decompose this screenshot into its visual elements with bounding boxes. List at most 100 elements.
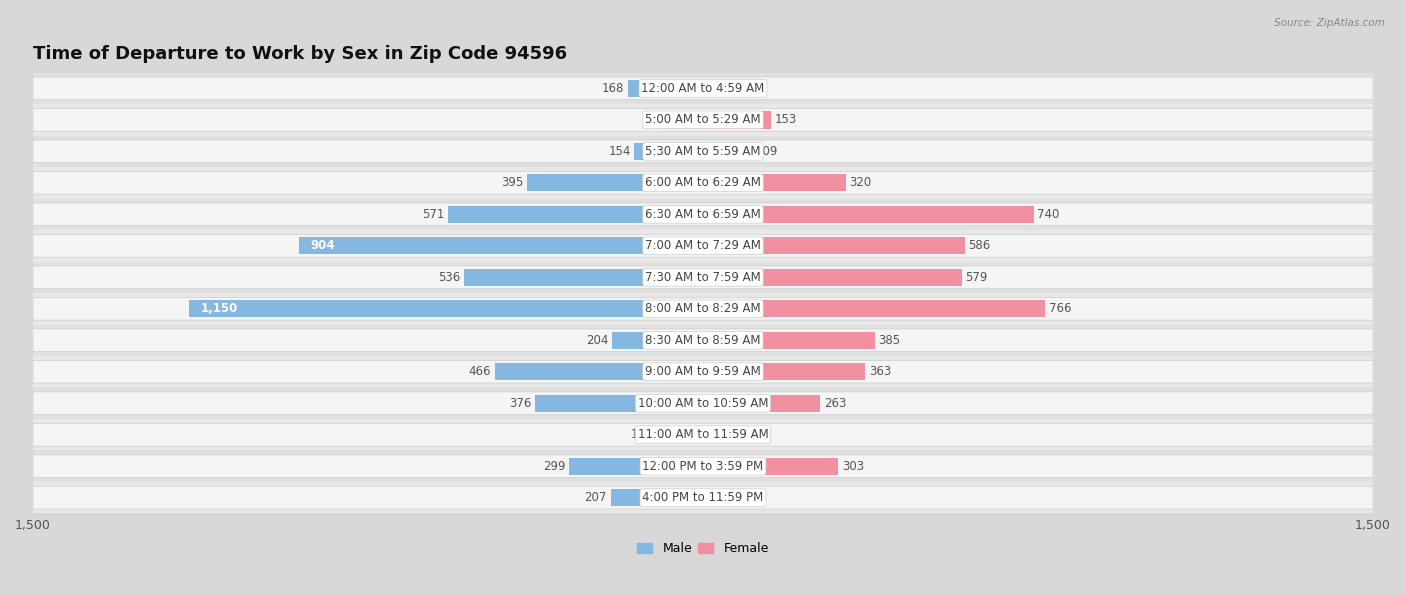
Bar	[661, 111, 703, 129]
Text: 8:30 AM to 8:59 AM: 8:30 AM to 8:59 AM	[645, 334, 761, 347]
Text: 376: 376	[509, 397, 531, 410]
Bar	[32, 387, 1374, 419]
Bar	[449, 206, 703, 223]
FancyBboxPatch shape	[32, 392, 1374, 415]
FancyBboxPatch shape	[32, 455, 1374, 478]
Text: Time of Departure to Work by Sex in Zip Code 94596: Time of Departure to Work by Sex in Zip …	[32, 45, 567, 62]
Text: 11:00 AM to 11:59 AM: 11:00 AM to 11:59 AM	[638, 428, 768, 441]
Bar	[703, 237, 965, 255]
Bar	[32, 450, 1374, 482]
Text: 766: 766	[1049, 302, 1071, 315]
Bar	[703, 394, 821, 412]
Bar	[703, 331, 875, 349]
Legend: Male, Female: Male, Female	[633, 537, 773, 560]
Text: 6:00 AM to 6:29 AM: 6:00 AM to 6:29 AM	[645, 176, 761, 189]
FancyBboxPatch shape	[32, 234, 1374, 257]
Text: 153: 153	[775, 114, 797, 126]
Bar	[190, 300, 703, 317]
Bar	[703, 426, 747, 443]
FancyBboxPatch shape	[32, 361, 1374, 383]
Text: 168: 168	[602, 82, 624, 95]
Text: 154: 154	[609, 145, 631, 158]
Bar	[703, 268, 962, 286]
Text: 204: 204	[586, 334, 609, 347]
Bar	[657, 426, 703, 443]
Text: 263: 263	[824, 397, 846, 410]
Text: 5:30 AM to 5:59 AM: 5:30 AM to 5:59 AM	[645, 145, 761, 158]
Bar	[32, 324, 1374, 356]
Text: 740: 740	[1038, 208, 1060, 221]
Bar	[703, 174, 846, 192]
Text: 10:00 AM to 10:59 AM: 10:00 AM to 10:59 AM	[638, 397, 768, 410]
Text: Source: ZipAtlas.com: Source: ZipAtlas.com	[1274, 18, 1385, 28]
Bar	[634, 143, 703, 160]
Text: 1,150: 1,150	[201, 302, 238, 315]
Bar	[628, 80, 703, 97]
FancyBboxPatch shape	[32, 203, 1374, 226]
Text: 8:00 AM to 8:29 AM: 8:00 AM to 8:29 AM	[645, 302, 761, 315]
Bar	[32, 419, 1374, 450]
Text: 363: 363	[869, 365, 891, 378]
Text: 6:30 AM to 6:59 AM: 6:30 AM to 6:59 AM	[645, 208, 761, 221]
Text: 12:00 PM to 3:59 PM: 12:00 PM to 3:59 PM	[643, 460, 763, 472]
Bar	[464, 268, 703, 286]
Bar	[536, 394, 703, 412]
Bar	[527, 174, 703, 192]
Text: 69: 69	[737, 82, 752, 95]
Bar	[495, 363, 703, 380]
Text: 7:30 AM to 7:59 AM: 7:30 AM to 7:59 AM	[645, 271, 761, 284]
Bar	[32, 73, 1374, 104]
Text: 93: 93	[643, 114, 658, 126]
Bar	[32, 167, 1374, 199]
Bar	[703, 489, 710, 506]
Bar	[32, 293, 1374, 324]
Bar	[703, 143, 752, 160]
FancyBboxPatch shape	[32, 298, 1374, 320]
Bar	[703, 300, 1045, 317]
Text: 7:00 AM to 7:29 AM: 7:00 AM to 7:29 AM	[645, 239, 761, 252]
Bar	[32, 230, 1374, 262]
FancyBboxPatch shape	[32, 329, 1374, 352]
Text: 303: 303	[842, 460, 865, 472]
Bar	[703, 80, 734, 97]
Bar	[32, 104, 1374, 136]
Text: 103: 103	[631, 428, 654, 441]
FancyBboxPatch shape	[32, 108, 1374, 131]
Text: 320: 320	[849, 176, 872, 189]
Text: 98: 98	[751, 428, 765, 441]
Bar	[299, 237, 703, 255]
Bar	[610, 489, 703, 506]
Bar	[703, 363, 865, 380]
Bar	[569, 458, 703, 475]
FancyBboxPatch shape	[32, 424, 1374, 446]
Text: 4:00 PM to 11:59 PM: 4:00 PM to 11:59 PM	[643, 491, 763, 504]
Bar	[32, 356, 1374, 387]
Text: 9:00 AM to 9:59 AM: 9:00 AM to 9:59 AM	[645, 365, 761, 378]
FancyBboxPatch shape	[32, 486, 1374, 509]
FancyBboxPatch shape	[32, 171, 1374, 194]
Text: 299: 299	[543, 460, 565, 472]
Text: 904: 904	[311, 239, 335, 252]
Bar	[32, 199, 1374, 230]
Text: 579: 579	[965, 271, 987, 284]
Bar	[32, 482, 1374, 513]
Text: 385: 385	[879, 334, 901, 347]
Text: 466: 466	[468, 365, 491, 378]
Text: 395: 395	[501, 176, 523, 189]
Bar	[612, 331, 703, 349]
Text: 207: 207	[585, 491, 607, 504]
Text: 536: 536	[437, 271, 460, 284]
Text: 5:00 AM to 5:29 AM: 5:00 AM to 5:29 AM	[645, 114, 761, 126]
Bar	[703, 458, 838, 475]
Bar	[32, 262, 1374, 293]
Bar	[703, 111, 772, 129]
FancyBboxPatch shape	[32, 77, 1374, 100]
Bar	[32, 136, 1374, 167]
Text: 17: 17	[714, 491, 730, 504]
Text: 586: 586	[969, 239, 991, 252]
FancyBboxPatch shape	[32, 266, 1374, 289]
FancyBboxPatch shape	[32, 140, 1374, 162]
Text: 109: 109	[755, 145, 778, 158]
Bar	[703, 206, 1033, 223]
Text: 571: 571	[422, 208, 444, 221]
